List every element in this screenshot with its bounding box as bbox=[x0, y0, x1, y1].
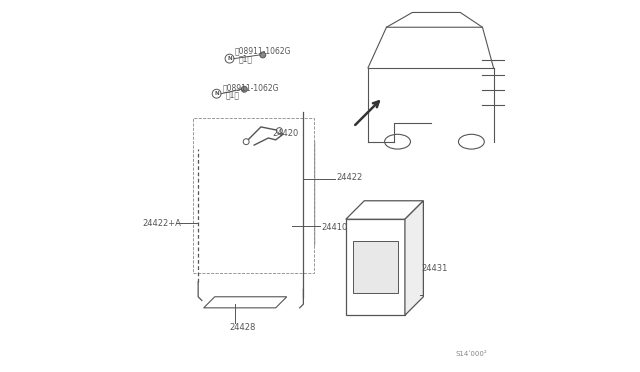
Bar bbox=[221, 148, 230, 157]
Circle shape bbox=[225, 54, 234, 63]
Ellipse shape bbox=[385, 134, 410, 149]
Circle shape bbox=[243, 139, 249, 145]
Text: 24428: 24428 bbox=[230, 323, 256, 332]
Text: 24420: 24420 bbox=[272, 129, 298, 138]
Circle shape bbox=[262, 212, 271, 221]
Circle shape bbox=[276, 128, 282, 134]
Bar bbox=[193, 118, 314, 273]
Text: ⓝ08911-1062G: ⓝ08911-1062G bbox=[222, 83, 278, 92]
Circle shape bbox=[241, 86, 247, 92]
Text: N: N bbox=[214, 91, 219, 96]
Text: 24422: 24422 bbox=[337, 173, 363, 182]
Bar bbox=[204, 164, 292, 267]
Polygon shape bbox=[346, 201, 424, 219]
Polygon shape bbox=[292, 142, 314, 267]
Ellipse shape bbox=[458, 134, 484, 149]
Circle shape bbox=[218, 206, 227, 215]
Circle shape bbox=[262, 228, 271, 237]
Circle shape bbox=[247, 206, 256, 215]
Text: （1）: （1） bbox=[239, 54, 253, 63]
Bar bbox=[346, 219, 405, 315]
Polygon shape bbox=[204, 142, 314, 164]
Ellipse shape bbox=[221, 146, 230, 150]
Polygon shape bbox=[204, 297, 287, 308]
Circle shape bbox=[260, 52, 266, 58]
Bar bbox=[266, 148, 275, 157]
Bar bbox=[353, 241, 397, 293]
Text: 24431: 24431 bbox=[422, 264, 448, 273]
Text: ⓝ08911-1062G: ⓝ08911-1062G bbox=[235, 47, 292, 56]
Text: 24422+A: 24422+A bbox=[143, 218, 182, 228]
Polygon shape bbox=[405, 201, 424, 315]
Circle shape bbox=[212, 89, 221, 98]
Circle shape bbox=[232, 199, 241, 208]
Text: S14ʼ000²: S14ʼ000² bbox=[456, 351, 487, 357]
Text: N: N bbox=[227, 56, 232, 61]
Ellipse shape bbox=[266, 146, 275, 150]
Circle shape bbox=[232, 212, 241, 221]
Text: 24410: 24410 bbox=[322, 222, 348, 231]
Text: （1）: （1） bbox=[226, 91, 240, 100]
Circle shape bbox=[247, 221, 256, 230]
